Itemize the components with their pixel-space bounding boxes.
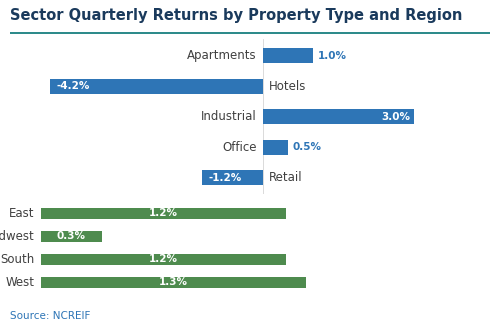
Text: Retail: Retail bbox=[268, 171, 302, 184]
Bar bbox=[50, 78, 262, 94]
Text: Sector Quarterly Returns by Property Type and Region: Sector Quarterly Returns by Property Typ… bbox=[10, 8, 462, 23]
Text: Source: NCREIF: Source: NCREIF bbox=[10, 311, 90, 321]
Text: 1.2%: 1.2% bbox=[148, 208, 178, 218]
Text: East: East bbox=[9, 207, 34, 220]
Text: 1.2%: 1.2% bbox=[148, 254, 178, 264]
Bar bbox=[40, 231, 102, 242]
Text: 0.3%: 0.3% bbox=[57, 231, 86, 241]
Text: West: West bbox=[6, 276, 34, 289]
Bar bbox=[40, 276, 306, 288]
Text: -1.2%: -1.2% bbox=[208, 173, 242, 183]
Bar bbox=[262, 109, 414, 124]
Bar bbox=[40, 208, 286, 219]
Text: Apartments: Apartments bbox=[187, 49, 256, 62]
Text: 1.0%: 1.0% bbox=[318, 51, 347, 61]
Text: -4.2%: -4.2% bbox=[56, 81, 90, 91]
Bar bbox=[262, 140, 288, 155]
Bar bbox=[202, 170, 262, 185]
Text: Office: Office bbox=[222, 141, 256, 154]
Text: 3.0%: 3.0% bbox=[381, 112, 410, 122]
Text: Industrial: Industrial bbox=[201, 110, 256, 123]
Text: 0.5%: 0.5% bbox=[293, 142, 322, 152]
Bar bbox=[262, 48, 313, 63]
Text: Hotels: Hotels bbox=[268, 80, 306, 93]
Text: South: South bbox=[0, 253, 34, 266]
Text: 1.3%: 1.3% bbox=[159, 277, 188, 287]
Text: Midwest: Midwest bbox=[0, 230, 34, 243]
Bar bbox=[40, 254, 286, 265]
